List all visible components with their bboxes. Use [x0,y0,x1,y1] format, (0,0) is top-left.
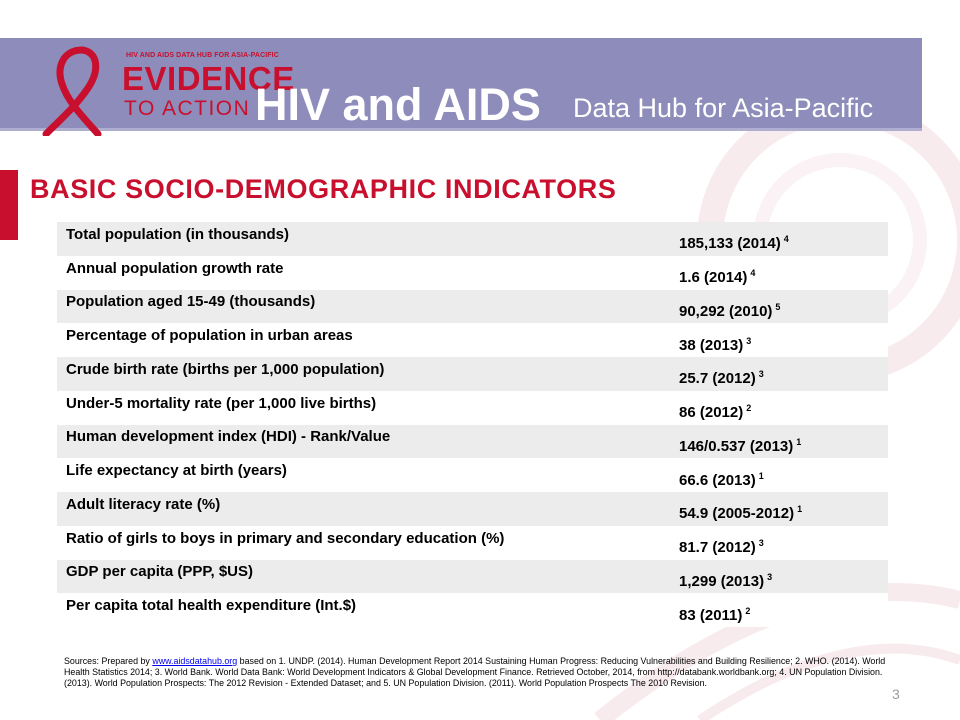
indicator-value-cell: 1,299 (2013) 3 [669,559,888,594]
page-number: 3 [892,686,900,702]
reference-number: 3 [758,369,764,380]
indicator-label: Under-5 mortality rate (per 1,000 live b… [57,390,669,425]
sources-note: Sources: Prepared by www.aidsdatahub.org… [64,656,886,690]
reference-number: 1 [796,436,802,447]
page-title: HIV and AIDS [255,79,541,130]
indicator-value-cell: 54.9 (2005-2012) 1 [669,492,888,526]
indicator-label: Crude birth rate (births per 1,000 popul… [57,357,669,391]
indicator-value-cell: 25.7 (2012) 3 [669,357,888,391]
indicator-value-cell: 81.7 (2012) 3 [669,525,888,560]
indicator-value: 81.7 (2012) [679,539,756,557]
table-row: Life expectancy at birth (years) 66.6 (20… [57,458,888,492]
reference-number: 1 [797,504,803,515]
table-row: Adult literacy rate (%) 54.9 (2005-2012) 1 [57,492,888,526]
reference-number: 3 [758,538,764,549]
reference-number: 5 [775,301,781,312]
reference-number: 4 [783,234,789,245]
indicator-label: GDP per capita (PPP, $US) [57,559,669,594]
sources-prefix: Sources: Prepared by [64,656,153,666]
indicator-label: Adult literacy rate (%) [57,492,669,526]
indicators-table: Total population (in thousands) 185,133 (… [57,222,888,627]
reference-number: 4 [750,268,756,279]
red-ribbon-icon [42,46,102,136]
logo-evidence-text: EVIDENCE [122,60,295,97]
indicator-value: 38 (2013) [679,336,744,354]
indicator-label: Annual population growth rate [57,255,669,290]
table-row: Total population (in thousands) 185,133 (… [57,222,888,256]
page-subtitle: Data Hub for Asia-Pacific [573,93,874,123]
table-row: Percentage of population in urban areas 3… [57,323,888,357]
indicator-value: 185,133 (2014) [679,235,781,253]
indicator-value: 146/0.537 (2013) [679,437,794,455]
indicator-label: Ratio of girls to boys in primary and se… [57,525,669,560]
reference-number: 1 [758,470,764,481]
table-row: Ratio of girls to boys in primary and se… [57,525,888,560]
table-row: Crude birth rate (births per 1,000 popul… [57,357,888,391]
aidsdatahub-link[interactable]: www.aidsdatahub.org [152,656,238,666]
indicator-value-cell: 83 (2011) 2 [669,593,888,627]
section-accent-bar [0,170,18,240]
table-row: Under-5 mortality rate (per 1,000 live b… [57,390,888,425]
logo-tagline: HIV AND AIDS DATA HUB FOR ASIA-PACIFIC [126,52,279,59]
indicator-value: 54.9 (2005-2012) [679,505,795,523]
reference-number: 2 [746,403,752,414]
indicator-value-cell: 146/0.537 (2013) 1 [669,424,888,459]
reference-number: 3 [746,335,752,346]
indicator-label: Total population (in thousands) [57,222,669,256]
indicator-label: Percentage of population in urban areas [57,323,669,357]
indicator-value-cell: 38 (2013) 3 [669,323,888,357]
indicator-value-cell: 90,292 (2010) 5 [669,289,888,324]
table-row: Population aged 15-49 (thousands) 90,292 … [57,289,888,324]
section-title: BASIC SOCIO-DEMOGRAPHIC INDICATORS [30,174,617,204]
table-row: Human development index (HDI) - Rank/Val… [57,424,888,459]
reference-number: 3 [767,571,773,582]
indicator-value-cell: 66.6 (2013) 1 [669,458,888,492]
indicator-label: Population aged 15-49 (thousands) [57,289,669,324]
indicator-label: Per capita total health expenditure (Int… [57,593,669,627]
indicator-label: Life expectancy at birth (years) [57,458,669,492]
table-row: Annual population growth rate 1.6 (2014) 4 [57,255,888,290]
indicator-value: 25.7 (2012) [679,370,756,388]
indicator-value: 1,299 (2013) [679,572,765,590]
indicator-value: 66.6 (2013) [679,471,756,489]
header-band: HIV AND AIDS DATA HUB FOR ASIA-PACIFIC E… [0,38,922,136]
reference-number: 2 [745,605,751,616]
evidence-to-action-logo: HIV AND AIDS DATA HUB FOR ASIA-PACIFIC E… [36,44,294,136]
indicator-value: 86 (2012) [679,404,744,422]
indicator-value-cell: 185,133 (2014) 4 [669,222,888,256]
table-row: Per capita total health expenditure (Int… [57,593,888,627]
indicator-value-cell: 1.6 (2014) 4 [669,255,888,290]
indicator-value: 1.6 (2014) [679,269,748,287]
sources-text: based on 1. UNDP. (2014). Human Developm… [64,656,886,689]
logo-action-text: TO ACTION [124,97,251,120]
indicator-value: 83 (2011) [679,606,743,624]
table-row: GDP per capita (PPP, $US) 1,299 (2013) 3 [57,559,888,594]
indicator-label: Human development index (HDI) - Rank/Val… [57,424,669,459]
indicator-value-cell: 86 (2012) 2 [669,390,888,425]
indicator-value: 90,292 (2010) [679,302,773,320]
